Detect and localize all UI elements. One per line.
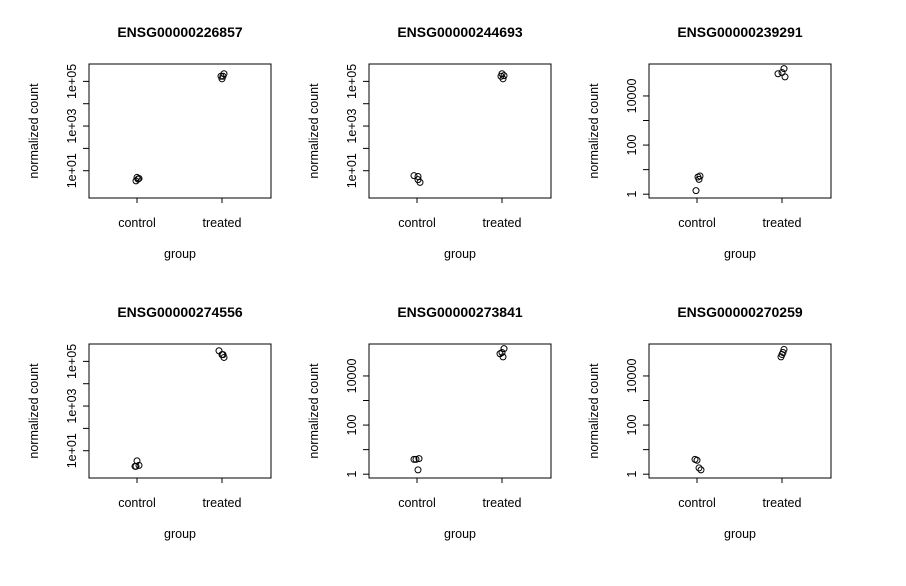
x-tick-label: treated [203,216,242,230]
data-point [415,455,423,463]
y-axis-label: normalized count [307,363,321,459]
panel: ENSG00000274556 1e+01 1e+03 1e+05 control tre… [27,304,272,541]
data-point [696,172,704,180]
y-tick-label: 100 [625,135,639,156]
data-point [219,72,227,80]
data-point [414,176,422,184]
data-point [781,73,789,81]
data-point [499,353,507,361]
data-point [777,353,785,361]
panel-title: ENSG00000244693 [397,24,523,40]
data-point [497,72,505,80]
x-tick-label: control [678,496,716,510]
x-tick-label: control [398,496,436,510]
y-tick-label: 1e+03 [345,108,359,143]
data-point [135,461,143,469]
plot-frame [368,343,552,479]
x-tick-label: treated [763,496,802,510]
data-point [780,65,788,73]
plot-frame [88,63,272,199]
data-point [410,455,418,463]
data-point [414,466,422,474]
x-axis-label: group [724,527,756,541]
data-point [697,466,705,474]
y-axis-label: normalized count [27,363,41,459]
x-axis-label: group [444,247,476,261]
y-tick-label: 1 [625,471,639,478]
data-point [410,172,418,180]
data-point [695,464,703,472]
x-tick-label: treated [203,496,242,510]
y-axis-label: normalized count [587,363,601,459]
data-point [412,455,420,463]
x-tick-label: control [678,216,716,230]
y-tick-label: 1e+05 [345,64,359,99]
x-tick-label: treated [483,216,522,230]
x-tick-label: treated [483,496,522,510]
plot-frame [88,343,272,479]
y-axis-label: normalized count [587,83,601,179]
plot-frame [648,63,832,199]
y-tick-label: 1e+05 [65,64,79,99]
y-tick-label: 1e+01 [65,153,79,188]
panel: ENSG00000273841 1 100 10000 control treated gr… [307,304,552,541]
y-tick-label: 1e+01 [345,153,359,188]
y-tick-label: 1 [345,471,359,478]
data-point [693,456,701,464]
panel: ENSG00000239291 1 100 10000 control treated gr… [587,24,832,261]
panel: ENSG00000270259 1 100 10000 control treated gr… [587,304,832,541]
data-point [500,345,508,353]
x-tick-label: treated [763,216,802,230]
y-axis-label: normalized count [27,83,41,179]
panel-title: ENSG00000273841 [397,304,523,320]
x-tick-label: control [118,216,156,230]
panel-title: ENSG00000226857 [117,24,243,40]
plot-frame [648,343,832,479]
y-tick-label: 1 [625,191,639,198]
data-point [132,462,140,470]
panel: ENSG00000226857 1e+01 1e+03 1e+05 control tre… [27,24,272,261]
data-point [219,351,227,359]
x-axis-label: group [444,527,476,541]
panel-title: ENSG00000274556 [117,304,243,320]
data-point [500,72,508,80]
panel-title: ENSG00000239291 [677,24,803,40]
x-tick-label: control [398,216,436,230]
data-point [135,174,143,182]
y-axis-label: normalized count [307,83,321,179]
data-point [414,173,422,181]
y-tick-label: 1e+03 [65,108,79,143]
y-tick-label: 10000 [625,359,639,394]
data-point [695,175,703,183]
y-tick-label: 100 [345,415,359,436]
data-point [134,175,142,183]
panel: ENSG00000244693 1e+01 1e+03 1e+05 control tre… [307,24,552,261]
y-tick-label: 10000 [625,79,639,114]
y-tick-label: 10000 [345,359,359,394]
x-axis-label: group [724,247,756,261]
y-tick-label: 1e+01 [65,433,79,468]
x-axis-label: group [164,247,196,261]
y-tick-label: 100 [625,415,639,436]
y-tick-label: 1e+05 [65,344,79,379]
data-point [692,187,700,195]
panel-title: ENSG00000270259 [677,304,803,320]
plot-frame [368,63,552,199]
x-tick-label: control [118,496,156,510]
y-tick-label: 1e+03 [65,388,79,423]
x-axis-label: group [164,527,196,541]
data-point [774,70,782,78]
